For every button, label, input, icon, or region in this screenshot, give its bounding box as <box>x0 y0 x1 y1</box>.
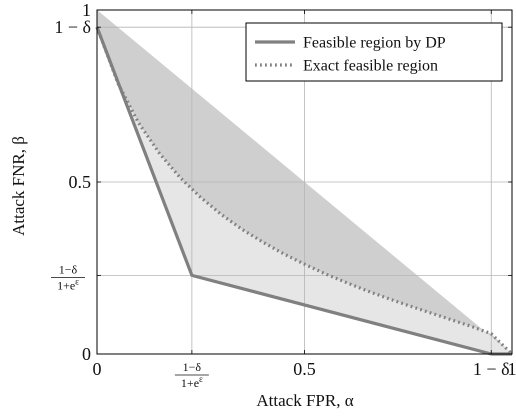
y-tick-label: 1 − δ <box>54 17 91 37</box>
y-tick-label: 1 <box>82 0 91 20</box>
y-axis-label: Attack FNR, β <box>9 136 28 236</box>
legend-box <box>245 22 503 82</box>
legend: Feasible region by DP Exact feasible reg… <box>245 22 503 82</box>
x-tick-label-fraction: 1−δ1+eε <box>174 360 209 390</box>
y-tick-label-fraction-denominator: 1+eε <box>57 276 79 292</box>
x-tick-label: 1 <box>508 359 516 379</box>
legend-label-dp: Feasible region by DP <box>303 35 446 52</box>
y-tick-label: 0.5 <box>69 172 92 192</box>
y-tick-label: 0 <box>82 344 91 364</box>
x-tick-label: 1 − δ <box>473 359 510 379</box>
y-tick-label-fraction-numerator: 1−δ <box>59 262 78 276</box>
series-line-exact <box>95 26 514 356</box>
x-tick-label-fraction-denominator: 1+eε <box>181 374 203 390</box>
legend-label-exact: Exact feasible region <box>303 58 438 75</box>
y-tick-label-fraction: 1−δ1+eε <box>51 262 85 292</box>
x-tick-label: 0 <box>93 359 102 379</box>
x-tick-label: 0.5 <box>293 359 316 379</box>
x-axis-label: Attack FPR, α <box>256 391 353 410</box>
x-tick-label-fraction-numerator: 1−δ <box>183 360 202 374</box>
